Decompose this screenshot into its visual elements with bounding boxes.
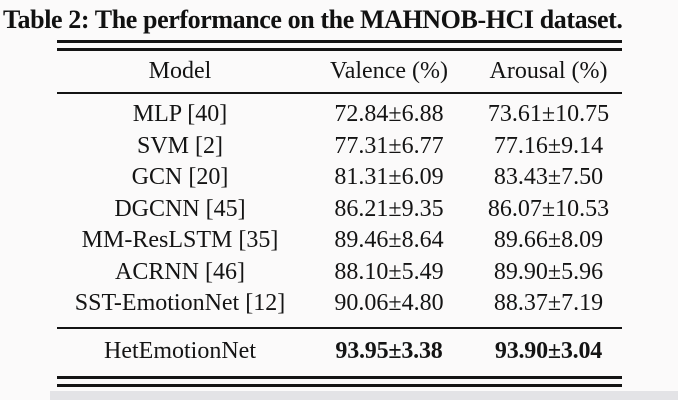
table-row: SST-EmotionNet [12] 90.06±4.80 88.37±7.1… <box>57 288 622 320</box>
bottom-rule <box>57 375 622 387</box>
cell-model: GCN [20] <box>131 164 229 190</box>
top-rule <box>57 40 622 51</box>
cell-model: MLP [40] <box>132 101 228 127</box>
table-row: SVM [2] 77.31±6.77 77.16±9.14 <box>57 131 622 163</box>
table-row: MLP [40] 72.84±6.88 73.61±10.75 <box>57 99 622 131</box>
cell-valence: 90.06±4.80 <box>334 290 444 316</box>
cell-arousal: 93.90±3.04 <box>494 337 603 364</box>
table-row: DGCNN [45] 86.21±9.35 86.07±10.53 <box>57 194 622 226</box>
table-row: GCN [20] 81.31±6.09 83.43±7.50 <box>57 162 622 194</box>
cell-arousal: 83.43±7.50 <box>493 164 604 190</box>
column-header-model: Model <box>148 58 212 84</box>
cell-model: HetEmotionNet <box>104 337 256 364</box>
cell-valence: 88.10±5.49 <box>334 258 444 285</box>
table-caption: Table 2: The performance on the MAHNOB-H… <box>3 5 623 34</box>
cell-model: DGCNN [45] <box>114 195 246 222</box>
cell-arousal: 89.66±8.09 <box>493 227 604 253</box>
table-row: MM-ResLSTM [35] 89.46±8.64 89.66±8.09 <box>57 225 622 257</box>
cell-valence: 72.84±6.88 <box>334 101 444 127</box>
column-header-arousal: Arousal (%) <box>489 58 608 84</box>
cell-model: SST-EmotionNet [12] <box>74 290 286 316</box>
performance-table: Model Valence (%) Arousal (%) MLP [40] 7… <box>57 40 622 387</box>
cell-arousal: 73.61±10.75 <box>487 101 610 127</box>
highlight-row: HetEmotionNet 93.95±3.38 93.90±3.04 <box>57 329 622 374</box>
cell-arousal: 77.16±9.14 <box>493 132 604 159</box>
cell-valence: 81.31±6.09 <box>334 164 444 190</box>
table-header-row: Model Valence (%) Arousal (%) <box>57 51 622 94</box>
cell-arousal: 88.37±7.19 <box>493 290 604 316</box>
cell-valence: 89.46±8.64 <box>334 227 444 253</box>
cell-model: SVM [2] <box>136 132 223 159</box>
table-body: MLP [40] 72.84±6.88 73.61±10.75 SVM [2] … <box>57 94 622 329</box>
cell-arousal: 89.90±5.96 <box>493 258 604 285</box>
cell-arousal: 86.07±10.53 <box>487 195 610 222</box>
cell-valence: 93.95±3.38 <box>335 337 443 364</box>
column-header-valence: Valence (%) <box>330 58 448 84</box>
cell-valence: 77.31±6.77 <box>334 132 444 159</box>
cell-model: ACRNN [46] <box>115 258 245 285</box>
table-row: ACRNN [46] 88.10±5.49 89.90±5.96 <box>57 257 622 289</box>
scan-artifact-band <box>50 391 678 400</box>
cell-model: MM-ResLSTM [35] <box>81 227 279 253</box>
cell-valence: 86.21±9.35 <box>334 195 444 222</box>
